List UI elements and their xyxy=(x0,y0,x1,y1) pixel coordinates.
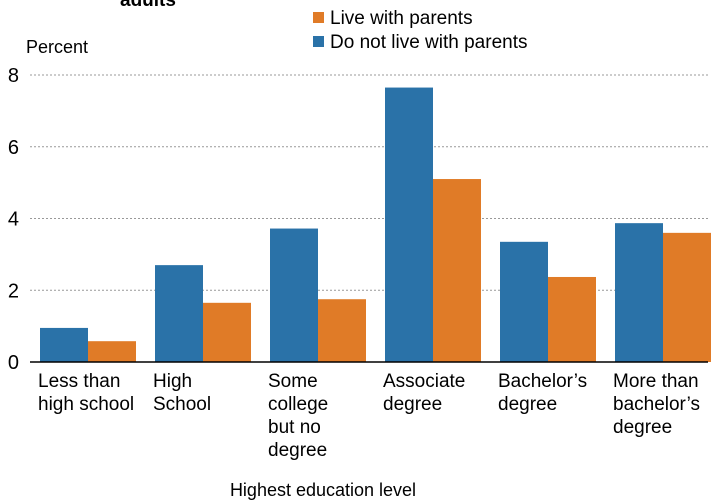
bar-live-with-parents-0 xyxy=(88,341,136,362)
legend-swatch-do-not-live-with-parents xyxy=(313,36,324,47)
y-tick-label: 4 xyxy=(8,209,19,231)
y-tick-label: 8 xyxy=(8,65,19,87)
y-tick-labels: 0 2 4 6 8 xyxy=(8,65,19,374)
bar-live-with-parents-2 xyxy=(318,299,366,362)
bar-do-not-live-with-parents-2 xyxy=(270,228,318,362)
y-tick-label: 0 xyxy=(8,352,19,374)
category-label: High School xyxy=(153,371,211,415)
gridlines xyxy=(30,74,708,291)
bar-do-not-live-with-parents-4 xyxy=(500,241,548,362)
category-label: Associate degree xyxy=(383,371,465,415)
legend-label-do-not-live-with-parents: Do not live with parents xyxy=(330,32,528,53)
bar-do-not-live-with-parents-3 xyxy=(385,87,433,363)
bars xyxy=(40,87,711,363)
bar-do-not-live-with-parents-5 xyxy=(615,223,663,362)
category-label: More than bachelor’s degree xyxy=(613,371,700,438)
legend-label-live-with-parents: Live with parents xyxy=(330,8,473,29)
category-label: Less than high school xyxy=(38,371,134,415)
bar-do-not-live-with-parents-0 xyxy=(40,327,88,362)
x-axis-title: Highest education level xyxy=(230,480,416,500)
bar-live-with-parents-5 xyxy=(663,232,711,362)
category-labels: Less than high school High School Some colleg… xyxy=(38,371,700,461)
bar-live-with-parents-1 xyxy=(203,302,251,362)
bar-live-with-parents-4 xyxy=(548,276,596,362)
y-axis-title: Percent xyxy=(26,37,88,57)
category-label: Bachelor’s degree xyxy=(498,371,587,415)
bar-do-not-live-with-parents-1 xyxy=(155,265,203,362)
y-tick-label: 2 xyxy=(8,280,19,302)
legend: Live with parents Do not live with paren… xyxy=(313,8,528,53)
category-label: Some college but no degree xyxy=(268,371,328,461)
chart-title-fragment: adults xyxy=(120,0,176,11)
y-tick-label: 6 xyxy=(8,137,19,159)
legend-swatch-live-with-parents xyxy=(313,12,324,23)
bar-live-with-parents-3 xyxy=(433,179,481,362)
